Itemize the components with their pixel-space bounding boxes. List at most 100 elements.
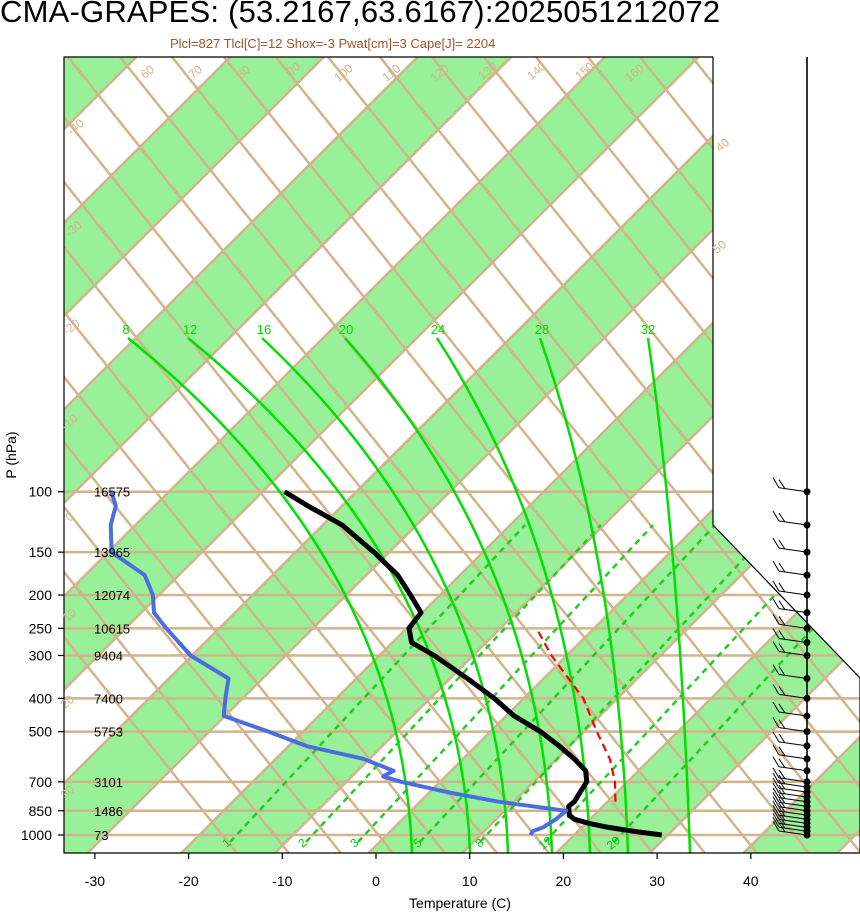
x-axis-label: Temperature (C) (409, 895, 511, 911)
wind-barb-feather (772, 684, 780, 695)
isotherm-line (64, 57, 325, 853)
x-tick-label: 20 (556, 873, 572, 889)
wind-barb-feather (778, 774, 786, 785)
dry-adiabat-line (327, 57, 860, 853)
parcel-path (535, 627, 617, 802)
wind-barb (778, 487, 808, 493)
wind-barb-feather (772, 598, 780, 609)
moist-adiabat-label: 12 (183, 322, 197, 337)
wind-barb (778, 814, 808, 820)
wind-barb-feather (772, 664, 780, 675)
wind-barb-feather (772, 813, 780, 824)
moist-adiabat-label: 20 (339, 322, 353, 337)
isotherm-label: 40 (713, 135, 732, 155)
wind-barb-feather (772, 731, 780, 743)
wind-barb-feather (778, 758, 786, 769)
wind-barb-feather (778, 562, 786, 573)
x-tick-label: 10 (462, 873, 478, 889)
wind-barb-feather (778, 703, 786, 714)
wind-barb (778, 826, 808, 832)
wind-barb-feather (778, 789, 786, 800)
moist-adiabat-line (127, 337, 414, 853)
wind-barb-feather (772, 744, 780, 756)
dry-adiabat-line (64, 57, 238, 853)
chart-subtitle: Plcl=827 Tlcl[C]=12 Shox=-3 Pwat[cm]=3 C… (170, 36, 496, 51)
temperature-band (64, 57, 512, 853)
wind-barb-feather (778, 600, 786, 610)
wind-barb (778, 727, 808, 733)
wind-barb (778, 638, 808, 644)
isotherm-line (836, 57, 860, 853)
wind-barb-feather (778, 746, 786, 757)
moist-adiabat-label: 24 (431, 322, 445, 337)
height-label: 16575 (94, 485, 130, 500)
wind-barb (778, 797, 808, 803)
wind-barb-feather (778, 666, 786, 676)
wind-barb (778, 693, 808, 699)
dry-adiabat-line (119, 57, 758, 853)
height-label: 73 (94, 828, 108, 843)
wind-barb-feather (778, 733, 786, 744)
wind-barb-feather (772, 787, 780, 798)
height-label: 1486 (94, 804, 123, 819)
wind-barb-feather (778, 769, 786, 780)
isotherm-line (64, 57, 794, 853)
wind-barb-feather (778, 539, 786, 550)
height-label: 5753 (94, 725, 123, 740)
dry-adiabat-line (223, 57, 860, 853)
wind-barb-feather (778, 686, 786, 696)
moist-adiabat-line (261, 337, 510, 853)
isotherm-line (64, 57, 419, 853)
moist-adiabats (127, 337, 692, 853)
temperature-band (556, 57, 860, 853)
isotherm-line (64, 57, 231, 853)
wind-barb-feather (772, 777, 780, 789)
wind-barb (778, 806, 808, 812)
x-tick-label: -10 (272, 873, 292, 889)
moist-adiabat-label: 16 (257, 322, 271, 337)
wind-barb-feather (778, 616, 786, 626)
isotherm-line (64, 57, 513, 853)
wind-barb-feather (778, 719, 786, 729)
y-tick-label: 150 (29, 544, 53, 560)
wind-barb (778, 830, 808, 836)
wind-barb-feather (778, 512, 786, 523)
wind-barb-feather (772, 782, 780, 794)
wind-barb-feather (772, 756, 780, 768)
wind-barb-feather (778, 794, 786, 804)
wind-barb-feather (772, 510, 780, 522)
wind-barb (778, 673, 808, 679)
y-axis-label: P (hPa) (3, 431, 19, 478)
wind-barb-feather (778, 784, 786, 795)
wind-barb-feather (778, 479, 786, 489)
wind-barb-feather (778, 822, 786, 833)
dewpoint-profile (108, 491, 569, 836)
wind-barb-feather (778, 815, 786, 825)
x-tick-label: 30 (649, 873, 665, 889)
wind-barb-feather (778, 643, 786, 653)
wind-barb-feather (772, 772, 780, 784)
wind-barb-feather (778, 798, 786, 809)
height-label: 3101 (94, 775, 123, 790)
y-tick-label: 250 (29, 620, 53, 636)
wind-barb-feather (772, 614, 780, 625)
moist-adiabat-line (344, 337, 554, 853)
wind-barb (778, 754, 808, 760)
wind-barb (778, 818, 808, 824)
y-tick-label: 400 (29, 690, 53, 706)
wind-barb-feather (778, 582, 786, 593)
y-tick-label: 1000 (21, 827, 52, 843)
isotherm-line (274, 57, 860, 853)
plot-frame (63, 56, 860, 854)
wind-barb-feather (772, 717, 780, 728)
x-tick-label: 0 (372, 873, 380, 889)
wind-barb-feather (772, 805, 780, 816)
isotherm-label: 60 (138, 62, 157, 82)
wind-barb-feather (772, 809, 780, 820)
wind-barb (778, 792, 808, 798)
wind-barb (778, 608, 808, 614)
dry-adiabat-line (587, 57, 860, 853)
temperature-band (64, 57, 699, 853)
wind-barb (778, 766, 808, 772)
